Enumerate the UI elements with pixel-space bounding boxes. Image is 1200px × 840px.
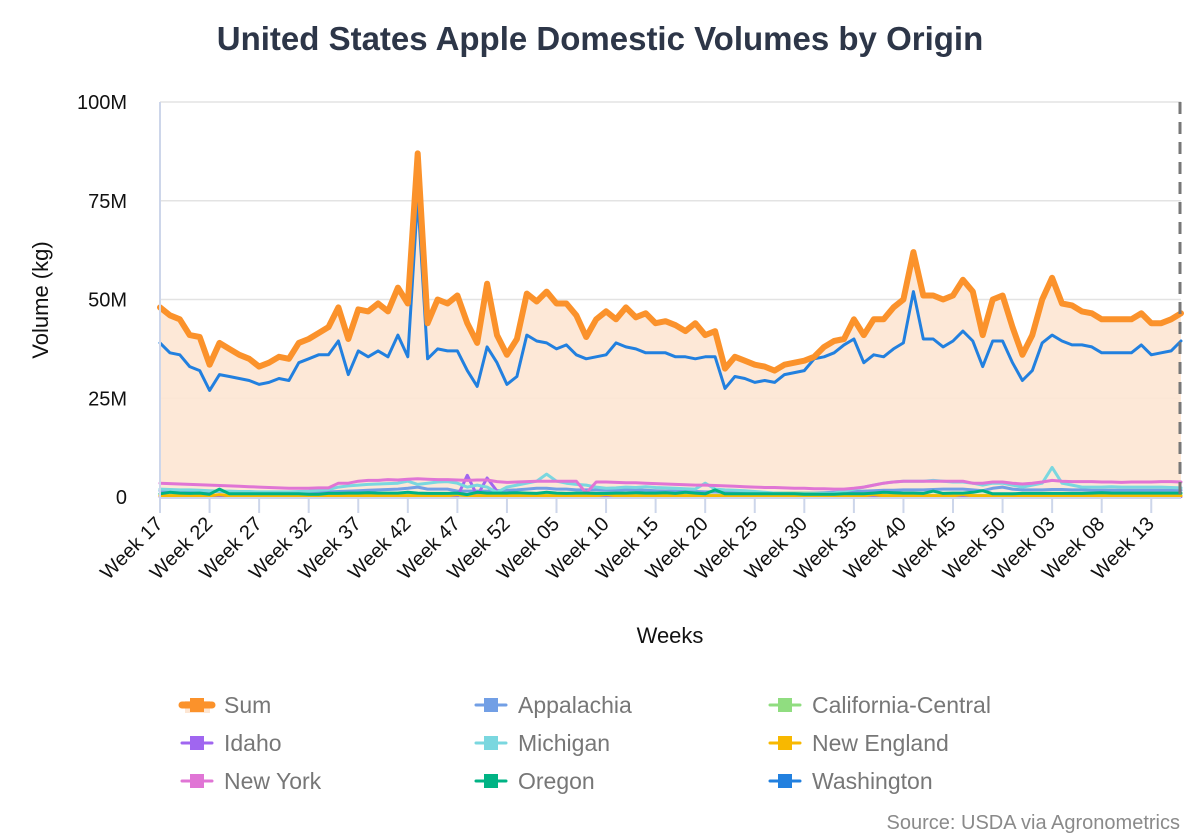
legend-marker-icon bbox=[484, 736, 498, 750]
legend-marker-icon bbox=[484, 774, 498, 788]
legend-marker-icon bbox=[778, 774, 792, 788]
legend-item-washington[interactable]: Washington bbox=[768, 768, 933, 794]
legend-marker-icon bbox=[190, 698, 204, 712]
series-lines bbox=[157, 150, 1184, 499]
legend-label: Michigan bbox=[518, 730, 610, 756]
legend-label: California-Central bbox=[812, 692, 991, 718]
legend-marker-icon bbox=[778, 698, 792, 712]
legend-marker-icon bbox=[778, 736, 792, 750]
legend-label: Oregon bbox=[518, 768, 595, 794]
x-axis-label: Weeks bbox=[637, 623, 704, 648]
series-line-sum bbox=[157, 150, 1184, 374]
series-line-new-york bbox=[158, 477, 1183, 495]
chart-title: United States Apple Domestic Volumes by … bbox=[217, 20, 983, 57]
legend-marker-icon bbox=[190, 774, 204, 788]
legend-item-sum[interactable]: Sum bbox=[178, 692, 271, 718]
series-line-washington bbox=[158, 195, 1183, 392]
y-tick-label: 50M bbox=[88, 290, 127, 312]
legend-item-california-central[interactable]: California-Central bbox=[768, 692, 991, 718]
y-tick-label: 0 bbox=[116, 487, 127, 509]
y-tick-label: 25M bbox=[88, 388, 127, 410]
legend-label: New England bbox=[812, 730, 949, 756]
legend-label: Sum bbox=[224, 692, 271, 718]
y-axis: 0 25M 50M 75M 100M bbox=[77, 92, 161, 513]
source-note: Source: USDA via Agronometrics bbox=[887, 812, 1180, 834]
legend-item-new-york[interactable]: New York bbox=[180, 768, 322, 794]
series-line-appalachia bbox=[158, 485, 1183, 495]
legend-label: Idaho bbox=[224, 730, 282, 756]
legend-item-oregon[interactable]: Oregon bbox=[474, 768, 595, 794]
y-tick-label: 100M bbox=[77, 92, 127, 114]
y-tick-label: 75M bbox=[88, 191, 127, 213]
legend-item-new-england[interactable]: New England bbox=[768, 730, 949, 756]
legend: Sum Appalachia California-Central Idaho Mich… bbox=[178, 692, 991, 794]
legend-label: Appalachia bbox=[518, 692, 632, 718]
legend-label: New York bbox=[224, 768, 322, 794]
series-line-michigan bbox=[158, 465, 1183, 496]
legend-marker-icon bbox=[484, 698, 498, 712]
y-axis-label: Volume (kg) bbox=[28, 241, 53, 358]
legend-item-appalachia[interactable]: Appalachia bbox=[474, 692, 632, 718]
legend-marker-icon bbox=[190, 736, 204, 750]
legend-label: Washington bbox=[812, 768, 933, 794]
series-line-oregon bbox=[158, 487, 1183, 497]
series-line-new-england bbox=[158, 493, 1183, 498]
legend-item-idaho[interactable]: Idaho bbox=[180, 730, 282, 756]
legend-item-michigan[interactable]: Michigan bbox=[474, 730, 610, 756]
